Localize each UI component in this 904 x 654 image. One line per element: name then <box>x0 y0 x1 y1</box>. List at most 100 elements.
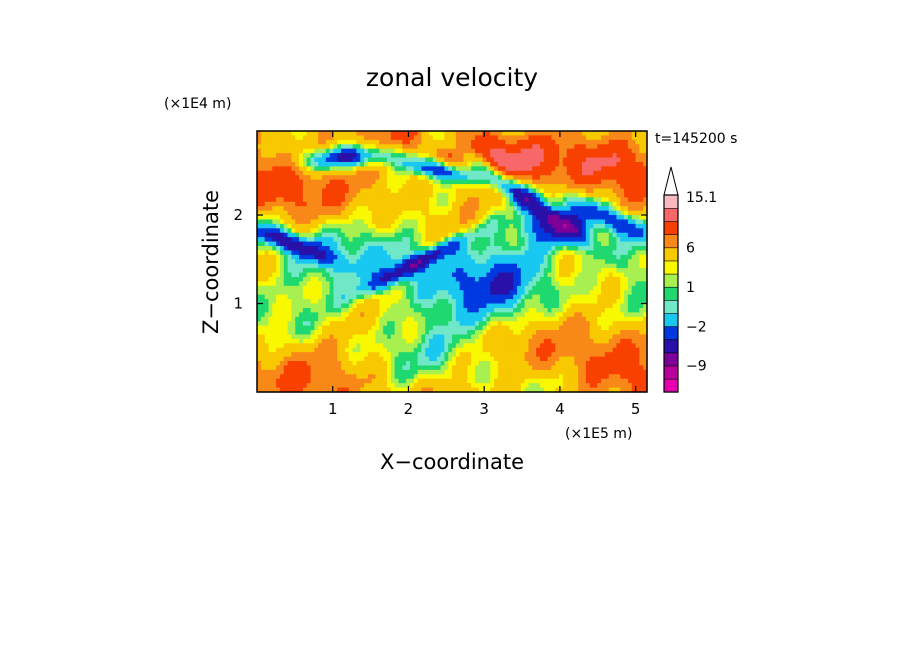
field-cell <box>624 254 629 260</box>
field-cell <box>371 290 377 296</box>
field-cell <box>562 294 568 300</box>
field-cell <box>329 334 335 340</box>
field-cell <box>387 144 392 150</box>
field-cell <box>589 307 595 313</box>
field-cell <box>448 237 453 243</box>
field-cell <box>562 148 568 154</box>
field-cell <box>440 250 445 256</box>
field-cell <box>497 161 503 167</box>
field-cell <box>325 294 331 300</box>
field-cell <box>348 290 354 296</box>
field-cell <box>276 303 281 309</box>
field-cell <box>318 268 323 274</box>
field-cell <box>551 197 556 203</box>
field-cell <box>509 250 514 256</box>
field-cell <box>467 148 472 154</box>
field-cell <box>413 307 419 313</box>
field-cell <box>287 184 293 190</box>
field-cell <box>627 321 633 327</box>
field-cell <box>283 228 289 234</box>
field-cell <box>455 307 461 313</box>
field-cell <box>291 148 296 154</box>
field-cell <box>413 338 419 344</box>
field-cell <box>440 223 445 229</box>
field-cell <box>440 307 445 313</box>
field-cell <box>490 263 495 269</box>
field-cell <box>417 179 423 185</box>
field-cell <box>478 343 484 349</box>
field-cell <box>467 290 472 296</box>
field-cell <box>620 166 625 172</box>
field-cell <box>547 330 553 336</box>
field-cell <box>302 237 308 243</box>
field-cell <box>593 219 598 225</box>
field-cell <box>352 175 358 181</box>
field-cell <box>536 192 541 198</box>
field-cell <box>367 285 373 291</box>
field-cell <box>631 179 637 185</box>
field-cell <box>310 219 315 225</box>
field-cell <box>597 237 602 243</box>
field-cell <box>547 272 553 278</box>
field-cell <box>539 312 545 318</box>
field-cell <box>314 316 319 322</box>
field-cell <box>463 192 468 198</box>
field-cell <box>318 131 323 137</box>
field-cell <box>474 144 480 150</box>
field-cell <box>589 343 595 349</box>
field-cell <box>436 285 442 291</box>
field-cell <box>337 188 342 194</box>
field-cell <box>463 148 468 154</box>
field-cell <box>582 334 587 340</box>
field-cell <box>276 228 281 234</box>
field-cell <box>578 157 583 163</box>
field-cell <box>279 197 285 203</box>
field-cell <box>383 201 388 207</box>
field-cell <box>314 254 319 260</box>
field-cell <box>390 144 396 150</box>
field-cell <box>436 303 442 309</box>
field-cell <box>589 263 595 269</box>
field-cell <box>543 179 549 185</box>
field-cell <box>440 131 445 137</box>
field-cell <box>383 325 388 331</box>
field-cell <box>585 307 591 313</box>
field-cell <box>364 157 369 163</box>
field-cell <box>409 254 415 260</box>
field-cell <box>344 228 350 234</box>
field-cell <box>520 188 526 194</box>
field-cell <box>444 285 449 291</box>
field-cell <box>608 254 614 260</box>
field-cell <box>394 223 400 229</box>
field-cell <box>325 285 331 291</box>
field-cell <box>497 299 503 305</box>
field-cell <box>604 192 610 198</box>
field-cell <box>604 254 610 260</box>
field-cell <box>604 334 610 340</box>
field-cell <box>597 259 602 265</box>
field-cell <box>333 215 338 221</box>
field-cell <box>295 201 300 207</box>
field-cell <box>490 299 495 305</box>
field-cell <box>505 223 510 229</box>
field-cell <box>455 294 461 300</box>
field-cell <box>494 316 499 322</box>
field-cell <box>348 263 354 269</box>
field-cell <box>616 268 621 274</box>
field-cell <box>409 232 415 238</box>
field-cell <box>490 215 495 221</box>
field-cell <box>295 281 300 287</box>
field-cell <box>532 170 537 176</box>
field-cell <box>302 139 308 145</box>
field-cell <box>482 192 488 198</box>
field-cell <box>635 135 640 141</box>
field-cell <box>440 294 445 300</box>
field-cell <box>459 294 465 300</box>
field-cell <box>440 179 445 185</box>
field-cell <box>383 268 388 274</box>
field-cell <box>517 215 522 221</box>
field-cell <box>566 268 572 274</box>
field-cell <box>314 139 319 145</box>
field-cell <box>402 206 407 212</box>
field-cell <box>532 307 537 313</box>
